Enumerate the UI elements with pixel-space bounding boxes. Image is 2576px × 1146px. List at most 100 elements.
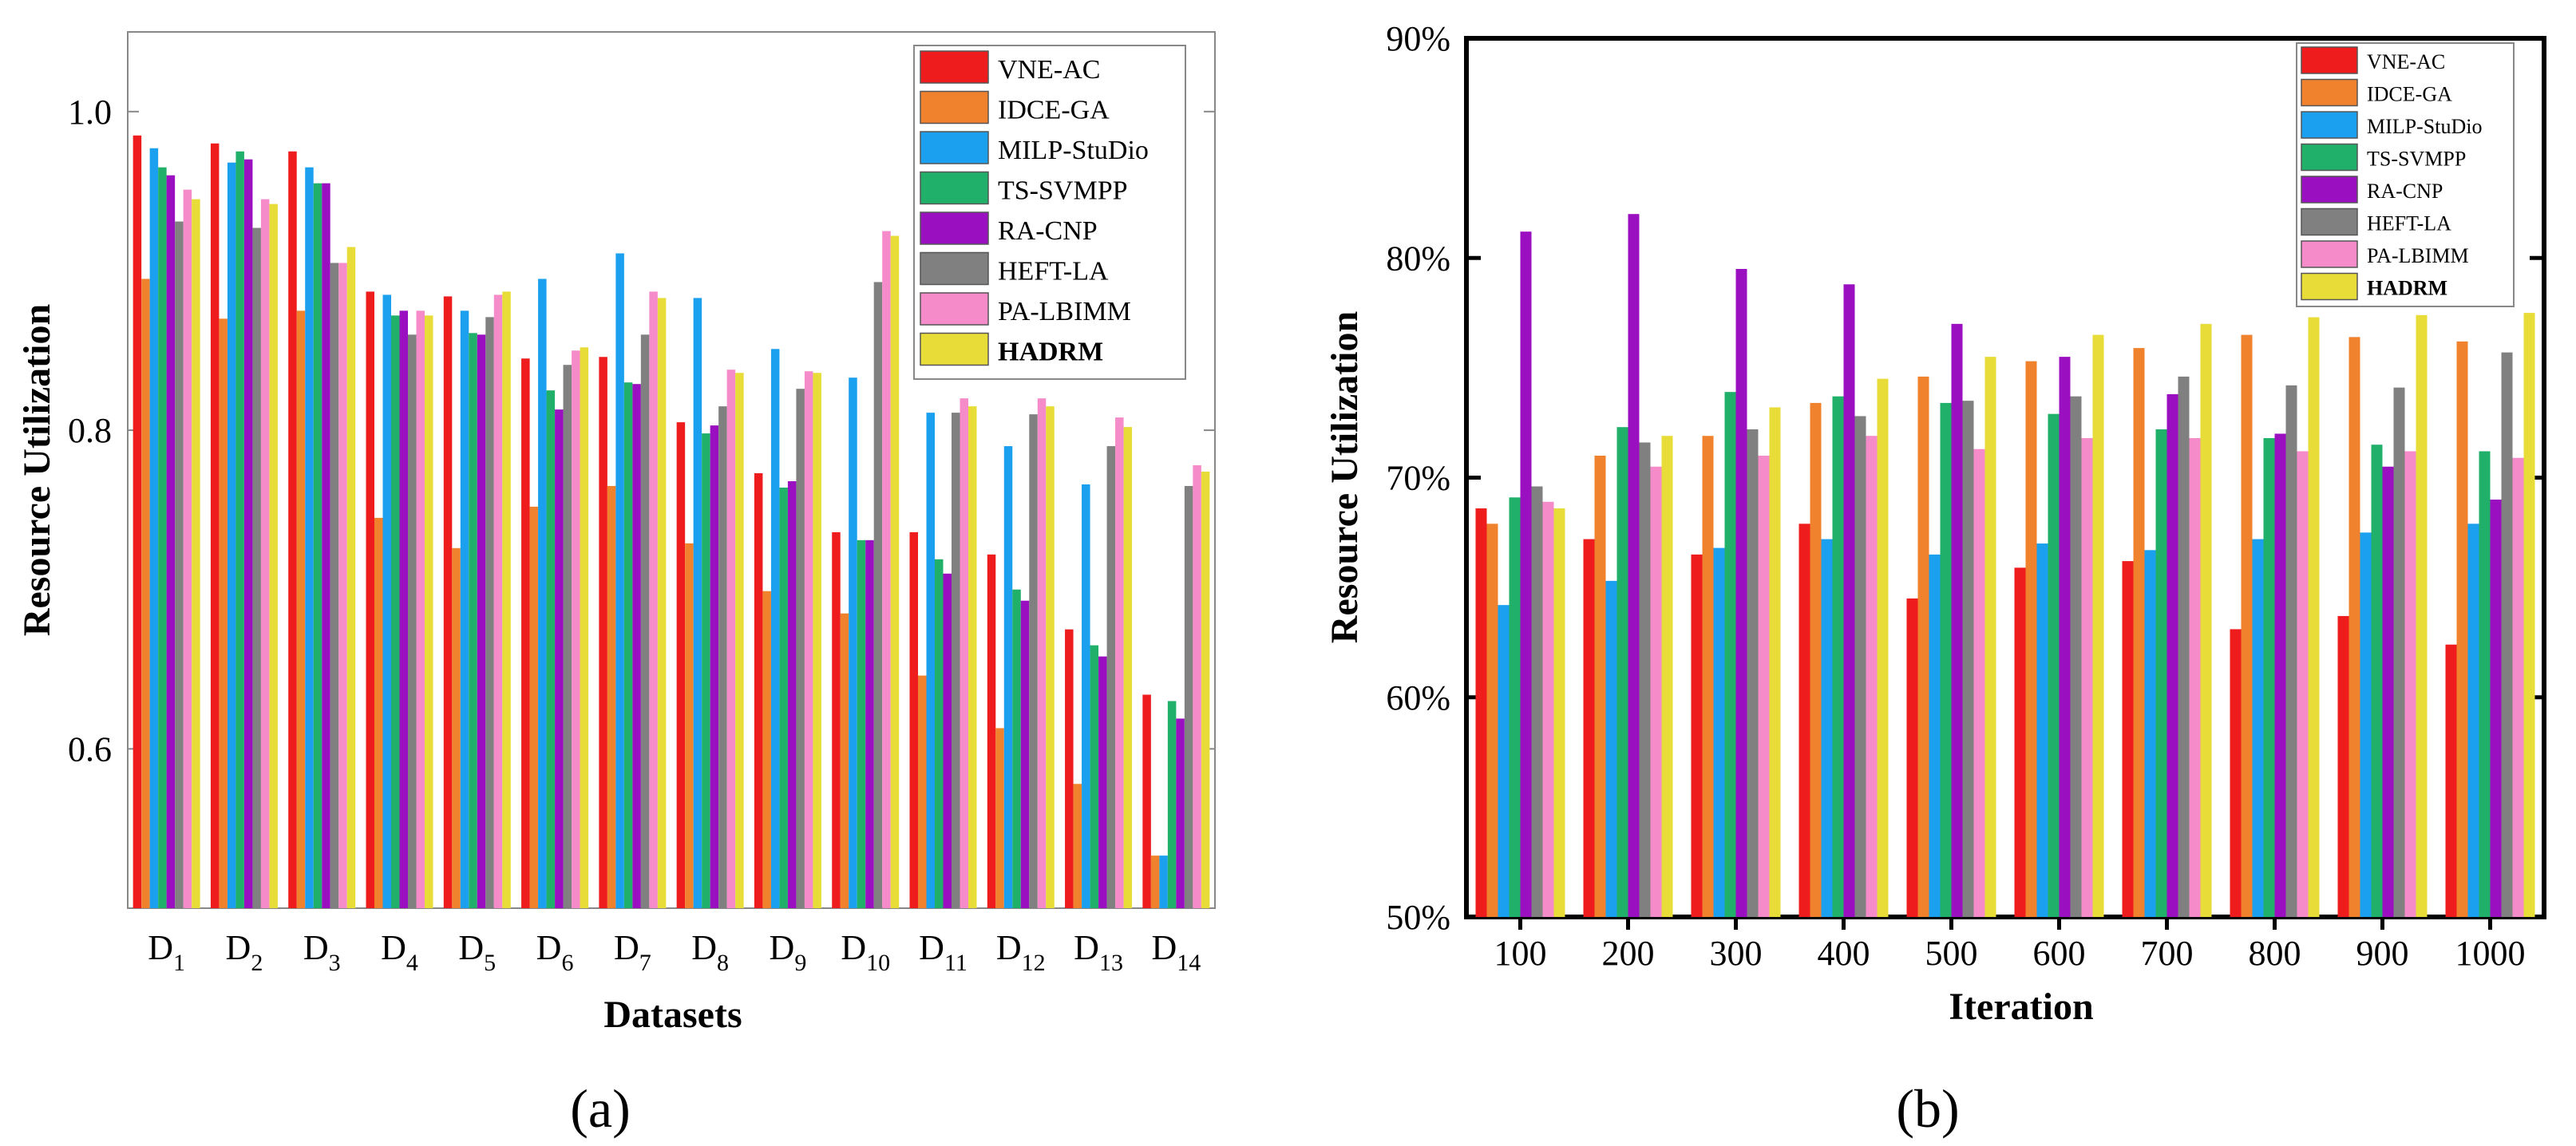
- bar-milp-studio-1: [149, 148, 159, 908]
- bar-pa-lbimm-3: [338, 263, 347, 908]
- bar-milp-studio-10: [2467, 524, 2479, 917]
- bar-pa-lbimm-13: [1115, 417, 1124, 908]
- legend-label-ra-cnp: RA-CNP: [998, 216, 1098, 246]
- panel-b-x-ticks: 100 200 300 400 500 600 700 800 900 1000: [1494, 917, 2526, 973]
- bar-milp-studio-4: [382, 294, 391, 908]
- bar-ra-cnp-1: [1520, 231, 1532, 918]
- x-tick-label: D8: [691, 928, 729, 976]
- bar-ts-svmpp-9: [779, 487, 788, 908]
- bar-pa-lbimm-2: [260, 199, 270, 909]
- bar-ra-cnp-10: [865, 539, 874, 908]
- x-tick-label: 500: [1925, 934, 1978, 973]
- bar-idce-ga-1: [1486, 524, 1498, 917]
- bar-hadrm-4: [425, 315, 433, 908]
- bar-heft-la-13: [1106, 446, 1116, 908]
- legend-swatch-heft-la: [2301, 207, 2358, 236]
- legend-swatch-pa-lbimm: [2301, 240, 2358, 268]
- bar-ts-svmpp-11: [935, 559, 944, 908]
- legend-label-heft-la: HEFT-LA: [2367, 212, 2451, 235]
- legend-label-heft-la: HEFT-LA: [998, 257, 1109, 286]
- panel-b-y-ticks: 50% 60% 70% 80% 90%: [1386, 19, 2544, 937]
- x-tick-label: D13: [1074, 928, 1123, 976]
- panel-a-label: (a): [570, 1078, 630, 1139]
- y-tick-label: 0.6: [68, 729, 112, 769]
- bar-milp-studio-12: [1003, 446, 1013, 908]
- bar-vne-ac-5: [1906, 598, 1918, 917]
- bar-ts-svmpp-8: [702, 433, 710, 908]
- legend-swatch-milp-studio: [920, 131, 989, 164]
- bar-vne-ac-1: [133, 135, 142, 908]
- x-tick-label: D3: [303, 928, 341, 976]
- bar-milp-studio-6: [538, 279, 547, 908]
- bar-ts-svmpp-8: [2263, 437, 2275, 917]
- legend-swatch-ra-cnp: [2301, 176, 2358, 204]
- bar-idce-ga-6: [529, 506, 539, 908]
- y-tick-label: 1.0: [68, 93, 112, 132]
- bar-pa-lbimm-11: [960, 398, 968, 908]
- bar-vne-ac-5: [443, 296, 453, 908]
- bar-ra-cnp-6: [555, 409, 564, 908]
- bar-pa-lbimm-3: [1758, 455, 1770, 917]
- x-tick-label: 900: [2356, 934, 2409, 973]
- bar-ts-svmpp-2: [1616, 427, 1628, 917]
- bar-milp-studio-1: [1498, 605, 1510, 917]
- bar-heft-la-7: [2178, 376, 2190, 917]
- bar-pa-lbimm-8: [726, 369, 736, 908]
- bar-pa-lbimm-10: [882, 231, 891, 909]
- bar-idce-ga-13: [1073, 784, 1082, 908]
- legend-label-hadrm: HADRM: [998, 338, 1103, 367]
- bar-idce-ga-12: [995, 728, 1004, 908]
- legend-swatch-pa-lbimm: [920, 292, 989, 326]
- bar-idce-ga-4: [1810, 402, 1822, 917]
- x-tick-label: D5: [458, 928, 496, 976]
- bar-hadrm-10: [890, 235, 900, 908]
- panel-b-x-axis-title: Iteration: [1949, 986, 2093, 1028]
- bar-heft-la-1: [1531, 486, 1543, 917]
- legend-swatch-hadrm: [920, 332, 989, 366]
- bar-hadrm-7: [2200, 323, 2212, 917]
- bar-milp-studio-3: [1713, 547, 1725, 917]
- bar-ts-svmpp-6: [2048, 413, 2060, 917]
- bar-milp-studio-9: [2360, 532, 2372, 917]
- bar-milp-studio-11: [926, 413, 935, 908]
- bar-ra-cnp-12: [1020, 600, 1030, 908]
- bar-ra-cnp-2: [1628, 214, 1640, 917]
- bar-heft-la-12: [1029, 414, 1038, 908]
- bar-pa-lbimm-5: [493, 294, 503, 908]
- bar-idce-ga-10: [840, 613, 849, 908]
- x-tick-label: 200: [1602, 934, 1655, 973]
- bar-pa-lbimm-5: [1973, 449, 1985, 917]
- bar-ra-cnp-8: [2274, 433, 2286, 917]
- bar-idce-ga-9: [762, 591, 771, 908]
- bar-milp-studio-6: [2036, 543, 2048, 917]
- bar-milp-studio-9: [770, 349, 780, 908]
- bar-milp-studio-13: [1082, 484, 1090, 908]
- panel-b-chart: 50% 60% 70% 80% 90% 100 200 300 400 500 600 700 800…: [1324, 19, 2546, 1139]
- bar-pa-lbimm-8: [2297, 451, 2309, 917]
- bar-idce-ga-6: [2025, 361, 2037, 917]
- bar-idce-ga-8: [2241, 334, 2253, 917]
- bar-vne-ac-3: [288, 151, 297, 908]
- bar-hadrm-8: [2308, 317, 2320, 917]
- bar-milp-studio-10: [849, 377, 857, 908]
- bar-hadrm-3: [1769, 407, 1781, 917]
- x-tick-label: D6: [536, 928, 574, 976]
- legend-label-ts-svmpp: TS-SVMPP: [998, 176, 1128, 206]
- bar-hadrm-8: [735, 373, 744, 909]
- bar-ts-svmpp-1: [1509, 497, 1521, 917]
- x-tick-label: 600: [2033, 934, 2086, 973]
- bar-vne-ac-6: [2014, 567, 2026, 917]
- bar-vne-ac-9: [2337, 615, 2349, 917]
- bar-heft-la-4: [408, 334, 417, 908]
- bar-vne-ac-1: [1475, 508, 1487, 917]
- x-tick-label: D2: [226, 928, 263, 976]
- bar-heft-la-9: [796, 389, 805, 909]
- bar-heft-la-9: [2393, 387, 2405, 918]
- bar-heft-la-14: [1184, 485, 1193, 908]
- bar-ra-cnp-3: [322, 183, 330, 908]
- bar-idce-ga-4: [374, 517, 383, 908]
- bar-heft-la-10: [873, 282, 883, 908]
- bar-vne-ac-13: [1065, 629, 1074, 908]
- bar-hadrm-12: [1046, 406, 1055, 908]
- bar-ra-cnp-6: [2059, 357, 2071, 917]
